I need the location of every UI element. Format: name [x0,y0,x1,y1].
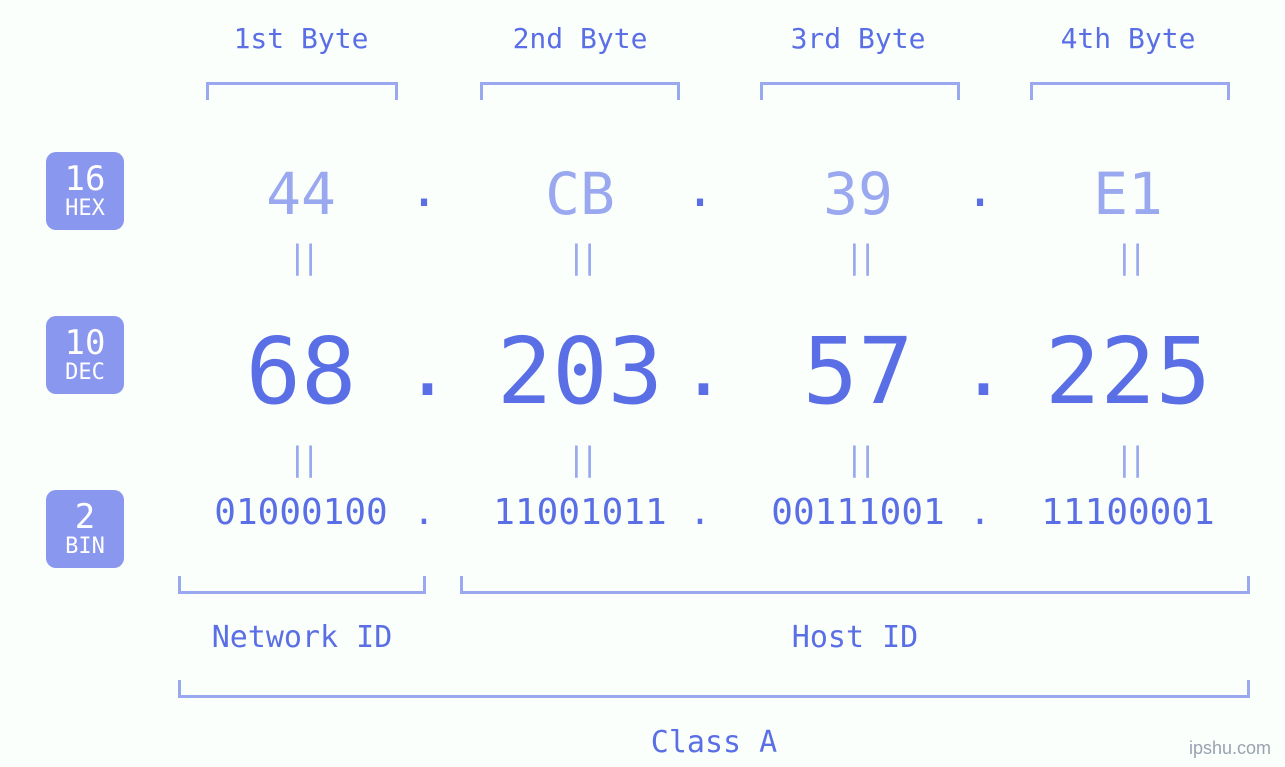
bin-byte-2: 11001011 [450,492,710,533]
badge-hex-lbl: HEX [65,198,105,220]
eq-1-4: || [1108,238,1148,276]
hex-byte-4: E1 [998,160,1258,228]
badge-bin-lbl: BIN [65,536,105,558]
byte-label-4: 4th Byte [1028,22,1228,55]
badge-bin-num: 2 [75,500,95,534]
label-class: Class A [178,725,1250,760]
dec-byte-2: 203 [450,318,710,425]
badge-dec-lbl: DEC [65,362,105,384]
top-bracket-3 [760,82,960,100]
dec-byte-4: 225 [998,318,1258,425]
badge-hex-num: 16 [65,162,106,196]
hex-dot-1: . [404,160,444,218]
eq-1-1: || [281,238,321,276]
dec-dot-1: . [404,324,444,414]
eq-2-4: || [1108,440,1148,478]
hex-dot-2: . [680,160,720,218]
byte-label-3: 3rd Byte [758,22,958,55]
dec-byte-3: 57 [728,318,988,425]
top-bracket-1 [206,82,398,100]
eq-2-2: || [560,440,600,478]
badge-dec-num: 10 [65,326,106,360]
eq-2-3: || [838,440,878,478]
top-bracket-4 [1030,82,1230,100]
bracket-network [178,576,426,594]
dec-dot-2: . [680,324,720,414]
eq-1-2: || [560,238,600,276]
label-network: Network ID [178,620,426,655]
attribution: ipshu.com [1189,738,1271,759]
top-bracket-2 [480,82,680,100]
bin-dot-3: . [960,492,1000,533]
hex-byte-3: 39 [728,160,988,228]
bin-byte-1: 01000100 [171,492,431,533]
bracket-class [178,680,1250,698]
dec-dot-3: . [960,324,1000,414]
badge-hex: 16 HEX [46,152,124,230]
dec-byte-1: 68 [171,318,431,425]
eq-1-3: || [838,238,878,276]
bin-dot-1: . [404,492,444,533]
bracket-host [460,576,1250,594]
hex-dot-3: . [960,160,1000,218]
byte-label-2: 2nd Byte [480,22,680,55]
hex-byte-2: CB [450,160,710,228]
label-host: Host ID [460,620,1250,655]
bin-dot-2: . [680,492,720,533]
bin-byte-3: 00111001 [728,492,988,533]
eq-2-1: || [281,440,321,478]
badge-bin: 2 BIN [46,490,124,568]
badge-dec: 10 DEC [46,316,124,394]
bin-byte-4: 11100001 [998,492,1258,533]
byte-label-1: 1st Byte [201,22,401,55]
hex-byte-1: 44 [171,160,431,228]
